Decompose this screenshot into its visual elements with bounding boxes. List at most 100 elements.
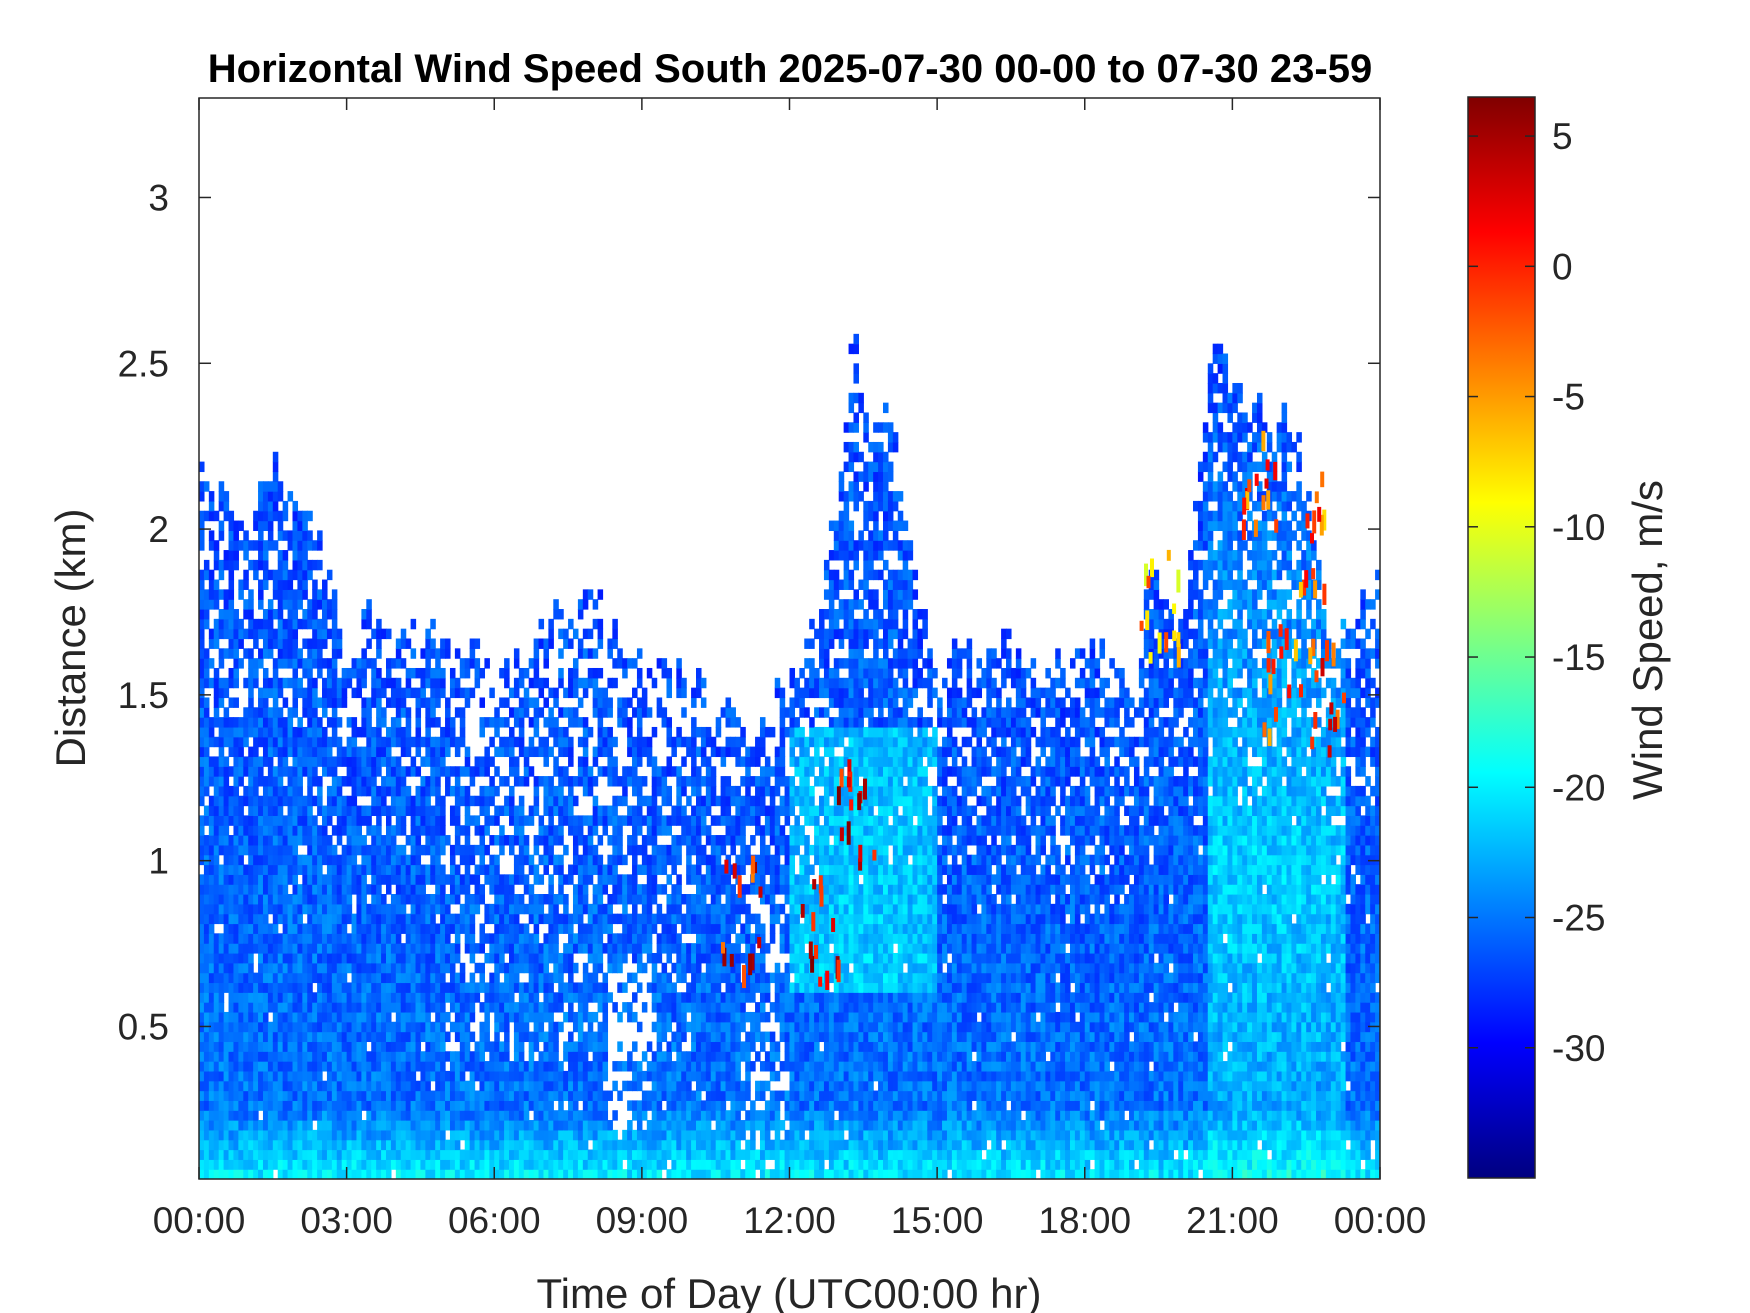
heatmap-cell xyxy=(449,726,456,738)
heatmap-cell xyxy=(705,785,712,797)
heatmap-cell xyxy=(509,952,515,964)
heatmap-cell xyxy=(346,1031,353,1043)
heatmap-cell xyxy=(282,500,289,512)
heatmap-cell xyxy=(351,1070,358,1082)
heatmap-cell xyxy=(385,1031,392,1043)
heatmap-cell xyxy=(272,825,279,836)
heatmap-cell xyxy=(272,500,279,512)
heatmap-cell xyxy=(568,618,574,630)
heatmap-cell xyxy=(484,864,490,875)
heatmap-cell xyxy=(405,785,412,797)
heatmap-cell xyxy=(326,658,333,669)
heatmap-cell xyxy=(390,677,397,689)
heatmap-cell xyxy=(331,1051,338,1062)
heatmap-cell xyxy=(563,687,569,699)
heatmap-cell xyxy=(243,894,249,905)
heatmap-cell xyxy=(336,628,343,640)
heatmap-cell xyxy=(504,1070,510,1082)
heatmap-cell xyxy=(376,913,382,925)
heatmap-cell xyxy=(238,1100,244,1111)
heatmap-cell xyxy=(548,1080,554,1092)
heatmap-cell xyxy=(700,1061,707,1072)
heatmap-cell xyxy=(213,1051,220,1062)
heatmap-cell xyxy=(331,766,338,777)
heatmap-cell xyxy=(568,1002,574,1013)
heatmap-cell xyxy=(676,894,682,905)
heatmap-cell xyxy=(597,1061,604,1072)
heatmap-cell xyxy=(272,609,279,620)
heatmap-cell xyxy=(518,1129,525,1141)
heatmap-cell xyxy=(715,1051,722,1062)
heatmap-cell xyxy=(602,1149,609,1160)
heatmap-cell xyxy=(553,1061,559,1072)
heatmap-cell xyxy=(381,903,387,915)
heatmap-cell xyxy=(218,1031,225,1043)
heatmap-cell xyxy=(203,707,210,718)
heatmap-cell xyxy=(533,785,540,797)
heatmap-cell xyxy=(425,1110,431,1121)
heatmap-cell xyxy=(351,1061,358,1072)
heatmap-cell xyxy=(410,962,417,974)
heatmap-cell xyxy=(361,923,367,934)
heatmap-cell xyxy=(696,903,702,915)
heatmap-cell xyxy=(317,864,323,875)
heatmap-cell xyxy=(351,805,358,816)
heatmap-cell xyxy=(661,825,668,836)
heatmap-cell xyxy=(351,1021,358,1033)
heatmap-cell xyxy=(218,756,225,767)
heatmap-cell xyxy=(577,1110,584,1121)
heatmap-cell xyxy=(518,844,525,856)
heatmap-cell xyxy=(400,1139,407,1151)
heatmap-cell xyxy=(253,972,259,984)
heatmap-cell xyxy=(336,776,343,787)
heatmap-cell xyxy=(326,894,333,905)
heatmap-cell xyxy=(346,943,353,954)
heatmap-cell xyxy=(469,972,476,984)
heatmap-cell xyxy=(676,1051,682,1062)
heatmap-cell xyxy=(691,726,697,738)
heatmap-cell xyxy=(366,805,372,816)
heatmap-cell xyxy=(317,903,323,915)
heatmap-cell xyxy=(223,736,230,748)
heatmap-cell xyxy=(592,854,599,866)
heatmap-cell xyxy=(307,903,313,915)
heatmap-cell xyxy=(641,1169,648,1179)
heatmap-cell xyxy=(494,1011,500,1023)
heatmap-cell xyxy=(509,795,515,807)
heatmap-cell xyxy=(696,884,702,895)
heatmap-cell xyxy=(691,1159,697,1170)
heatmap-cell xyxy=(381,707,387,718)
heatmap-cell xyxy=(528,894,535,905)
heatmap-cell xyxy=(248,667,254,679)
heatmap-cell xyxy=(248,874,254,885)
heatmap-cell xyxy=(572,795,579,807)
heatmap-cell xyxy=(563,766,569,777)
heatmap-cell xyxy=(489,874,495,885)
heatmap-cell xyxy=(430,943,436,954)
heatmap-cell xyxy=(464,658,471,669)
heatmap-cell xyxy=(400,913,407,925)
heatmap-cell xyxy=(292,835,299,846)
heatmap-cell xyxy=(395,1021,402,1033)
heatmap-cell xyxy=(420,648,426,659)
heatmap-cell xyxy=(366,746,372,758)
heatmap-cell xyxy=(548,825,554,836)
heatmap-cell xyxy=(366,1169,372,1179)
heatmap-cell xyxy=(366,854,372,866)
heatmap-cell xyxy=(287,638,294,649)
heatmap-cell xyxy=(715,1061,722,1072)
heatmap-cell xyxy=(267,510,274,522)
heatmap-cell xyxy=(558,1139,564,1151)
heatmap-cell xyxy=(331,628,338,640)
heatmap-cell xyxy=(651,835,658,846)
heatmap-cell xyxy=(376,894,382,905)
heatmap-cell xyxy=(213,933,220,944)
heatmap-cell xyxy=(277,638,284,649)
heatmap-cell xyxy=(425,677,431,689)
heatmap-cell xyxy=(331,903,338,915)
heatmap-cell xyxy=(479,1031,486,1043)
heatmap-cell xyxy=(420,1169,426,1179)
heatmap-cell xyxy=(435,1129,441,1141)
heatmap-cell xyxy=(395,894,402,905)
heatmap-cell xyxy=(710,835,717,846)
